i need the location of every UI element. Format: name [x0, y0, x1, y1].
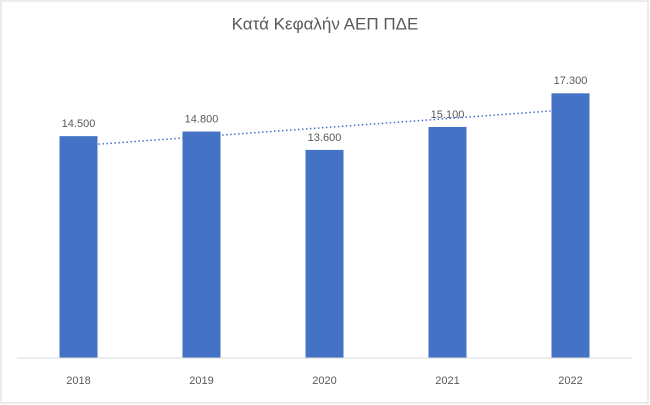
bar [305, 149, 344, 358]
x-tick-label: 2018 [66, 375, 90, 387]
chart-title: Κατά Κεφαλήν ΑΕΠ ΠΔΕ [232, 14, 419, 33]
bar [428, 126, 467, 358]
value-label: 17.300 [554, 75, 588, 87]
value-label: 13.600 [308, 132, 342, 144]
value-label: 14.800 [185, 113, 219, 125]
x-tick-label: 2022 [558, 375, 582, 387]
x-tick-label: 2020 [312, 375, 336, 387]
x-tick-label: 2019 [189, 375, 213, 387]
x-tick-label: 2021 [435, 375, 459, 387]
value-label: 15.100 [431, 109, 465, 121]
value-label: 14.500 [62, 118, 96, 130]
bar [182, 131, 221, 358]
bar [59, 136, 98, 358]
bar [551, 93, 590, 358]
